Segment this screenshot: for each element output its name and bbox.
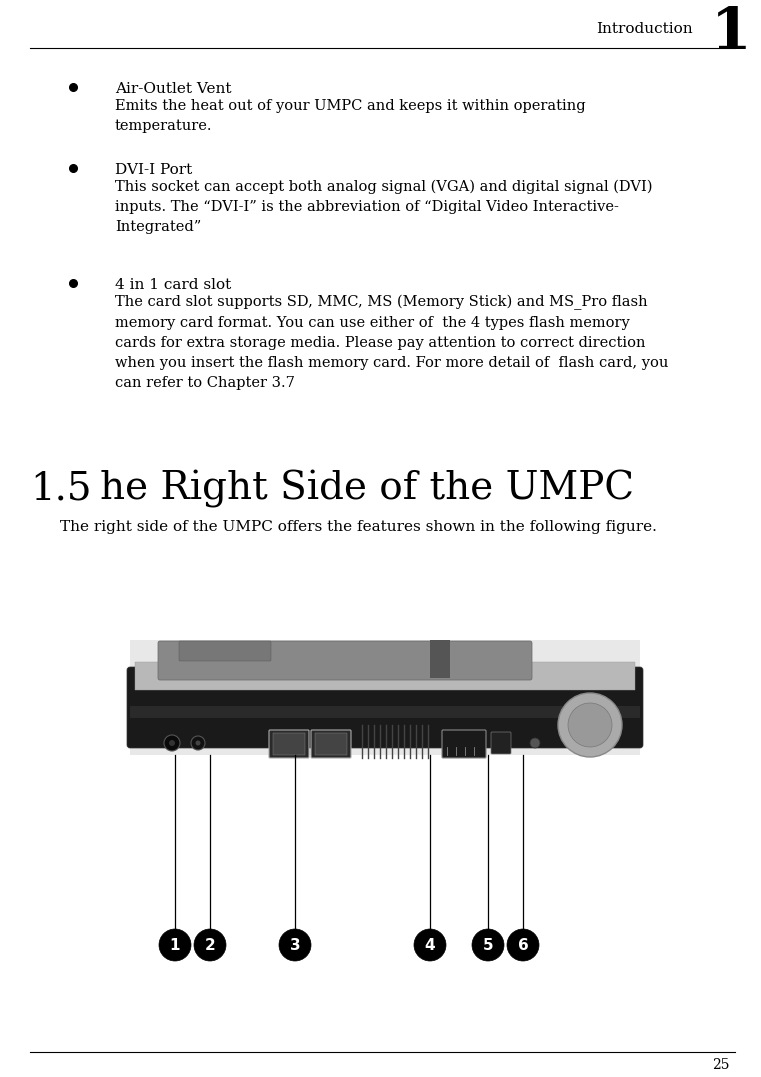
Circle shape xyxy=(194,929,226,961)
Text: Air-Outlet Vent: Air-Outlet Vent xyxy=(115,82,231,96)
Circle shape xyxy=(530,738,540,749)
Circle shape xyxy=(472,929,504,961)
Bar xyxy=(135,662,635,690)
Text: Introduction: Introduction xyxy=(597,22,693,36)
Text: 6: 6 xyxy=(517,937,528,952)
Text: 5: 5 xyxy=(482,937,493,952)
Bar xyxy=(130,640,640,755)
Text: 1: 1 xyxy=(170,937,180,952)
Text: 4 in 1 card slot: 4 in 1 card slot xyxy=(115,278,231,292)
Text: 4: 4 xyxy=(425,937,435,952)
Bar xyxy=(315,733,347,755)
Circle shape xyxy=(558,693,622,757)
Circle shape xyxy=(414,929,446,961)
Circle shape xyxy=(196,741,200,745)
FancyBboxPatch shape xyxy=(491,732,511,754)
Text: This socket can accept both analog signal (VGA) and digital signal (DVI)
inputs.: This socket can accept both analog signa… xyxy=(115,180,652,235)
Text: 2: 2 xyxy=(205,937,215,952)
Circle shape xyxy=(159,929,191,961)
Circle shape xyxy=(164,735,180,751)
Circle shape xyxy=(169,740,175,746)
Text: he Right Side of the UMPC: he Right Side of the UMPC xyxy=(100,470,634,508)
Bar xyxy=(430,640,450,679)
FancyBboxPatch shape xyxy=(158,641,532,680)
Circle shape xyxy=(279,929,311,961)
Text: 1: 1 xyxy=(712,5,752,61)
Bar xyxy=(273,733,305,755)
FancyBboxPatch shape xyxy=(179,641,271,661)
Text: The right side of the UMPC offers the features shown in the following figure.: The right side of the UMPC offers the fe… xyxy=(60,520,657,534)
Text: 1.5: 1.5 xyxy=(30,470,91,507)
Circle shape xyxy=(507,929,539,961)
FancyBboxPatch shape xyxy=(311,730,351,758)
Text: 25: 25 xyxy=(712,1058,730,1072)
FancyBboxPatch shape xyxy=(127,667,643,749)
Text: 3: 3 xyxy=(290,937,301,952)
FancyBboxPatch shape xyxy=(269,730,309,758)
Text: DVI-I Port: DVI-I Port xyxy=(115,163,193,177)
FancyBboxPatch shape xyxy=(442,730,486,758)
Circle shape xyxy=(568,703,612,747)
Text: Emits the heat out of your UMPC and keeps it within operating
temperature.: Emits the heat out of your UMPC and keep… xyxy=(115,99,586,134)
Bar xyxy=(130,707,640,718)
Text: The card slot supports SD, MMC, MS (Memory Stick) and MS_Pro flash
memory card f: The card slot supports SD, MMC, MS (Memo… xyxy=(115,295,668,391)
Circle shape xyxy=(191,736,205,750)
